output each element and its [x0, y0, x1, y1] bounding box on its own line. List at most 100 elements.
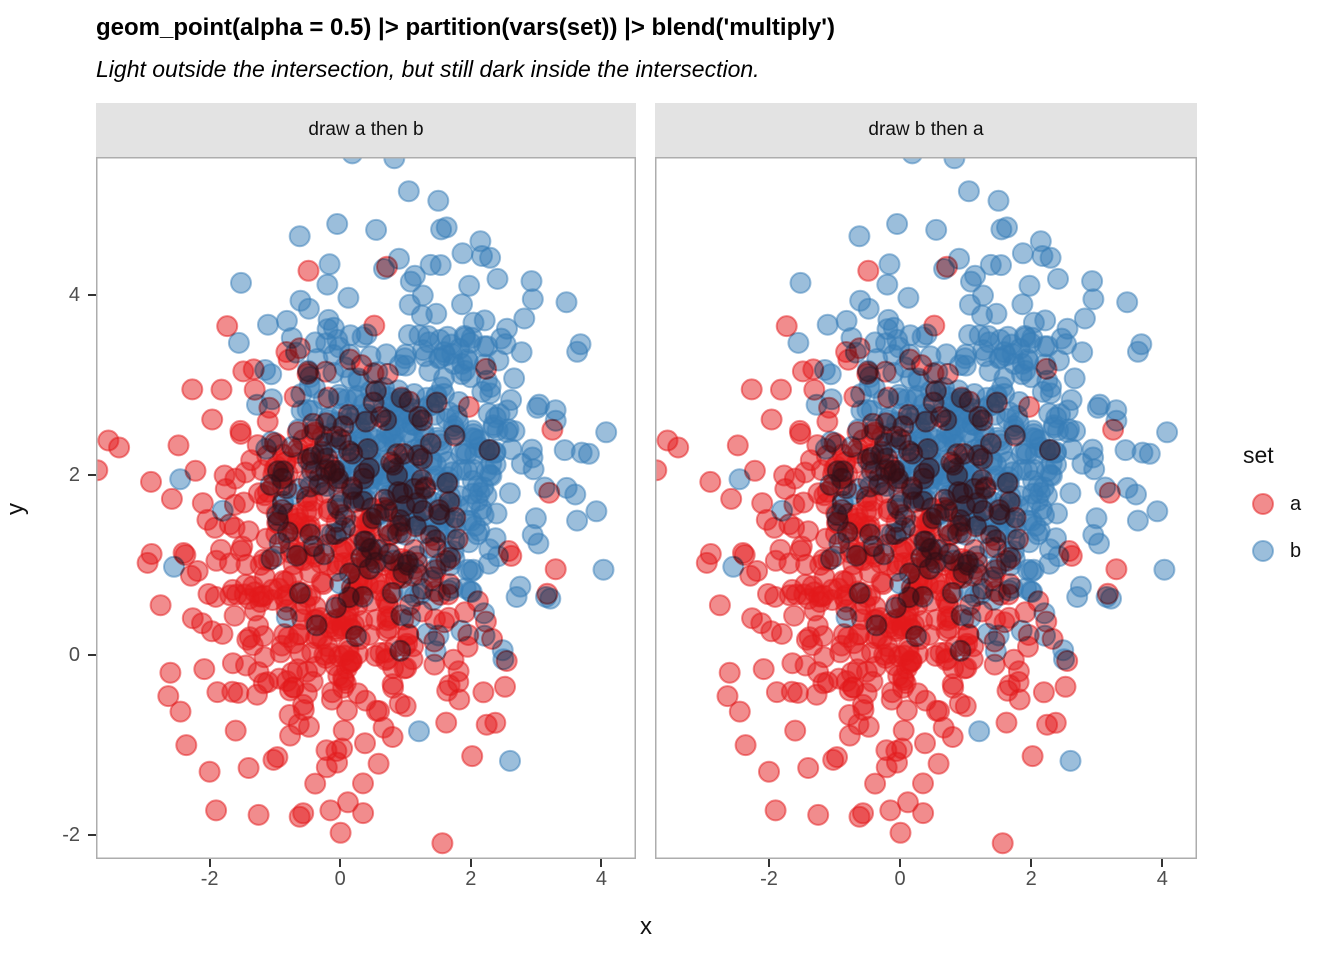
point — [836, 463, 859, 486]
point — [906, 682, 929, 705]
point — [337, 286, 360, 309]
y-axis-title: y — [2, 503, 29, 515]
point — [929, 533, 952, 556]
point — [505, 586, 528, 608]
point — [760, 408, 783, 431]
point — [846, 437, 869, 460]
point — [805, 683, 828, 706]
point — [989, 346, 1012, 369]
y-tick-mark — [88, 653, 96, 656]
point — [352, 772, 374, 795]
y-tick-mark — [88, 473, 96, 476]
point — [450, 458, 473, 481]
point — [279, 724, 302, 747]
point — [216, 315, 239, 338]
point — [277, 626, 300, 649]
point — [181, 607, 204, 630]
point — [539, 587, 562, 610]
point — [983, 630, 1006, 653]
point — [496, 317, 518, 340]
point — [503, 367, 526, 390]
point — [890, 491, 912, 514]
point — [247, 803, 270, 826]
point — [468, 519, 491, 542]
point — [816, 410, 839, 433]
point — [885, 510, 908, 533]
point — [986, 391, 1008, 414]
point — [301, 500, 324, 523]
point — [807, 661, 830, 684]
point — [388, 692, 411, 715]
point — [431, 470, 454, 493]
point — [447, 660, 470, 683]
point — [1007, 528, 1029, 551]
point — [367, 752, 390, 775]
point — [999, 546, 1022, 569]
point — [834, 570, 857, 593]
point — [354, 732, 376, 755]
point — [1082, 288, 1105, 311]
point — [841, 676, 864, 699]
point — [806, 434, 829, 457]
point — [843, 385, 866, 408]
point — [781, 652, 804, 675]
point — [499, 749, 521, 772]
facet-strip-draw-a-then-b: draw a then b — [96, 103, 636, 157]
point — [1105, 558, 1128, 581]
point — [381, 673, 404, 696]
point — [332, 719, 355, 742]
x-tick-mark — [469, 859, 472, 867]
point — [544, 558, 567, 581]
point — [984, 580, 1007, 603]
point — [1038, 439, 1061, 461]
point — [544, 409, 567, 432]
point — [789, 271, 812, 294]
point — [288, 805, 311, 828]
panel-border — [655, 157, 1197, 859]
point — [459, 331, 482, 354]
point — [200, 620, 223, 643]
point — [246, 683, 268, 706]
point — [1035, 357, 1058, 380]
point — [415, 386, 438, 409]
point — [995, 711, 1018, 734]
point — [569, 333, 592, 356]
point — [991, 832, 1014, 855]
point — [521, 523, 544, 546]
point — [435, 711, 458, 734]
point — [299, 523, 322, 546]
point — [864, 772, 887, 795]
point — [783, 604, 806, 627]
point — [1018, 274, 1041, 297]
point — [320, 688, 343, 711]
point — [716, 685, 739, 708]
point — [1126, 509, 1149, 532]
point — [1029, 230, 1052, 253]
point — [1063, 367, 1086, 390]
y-tick-label: 2 — [68, 463, 80, 486]
point — [520, 270, 543, 293]
point — [206, 681, 229, 704]
point — [778, 552, 801, 575]
point — [350, 484, 373, 507]
point — [1017, 635, 1039, 658]
point — [346, 384, 369, 407]
point — [1016, 558, 1039, 581]
point — [382, 549, 405, 572]
point — [993, 367, 1016, 390]
point — [1096, 582, 1119, 605]
point — [260, 388, 283, 411]
point — [996, 472, 1019, 494]
point — [695, 551, 718, 574]
point — [734, 734, 757, 757]
point — [892, 719, 915, 742]
point — [451, 242, 474, 265]
point — [366, 361, 389, 384]
x-tick-mark — [600, 859, 603, 867]
point — [528, 393, 551, 416]
point — [871, 440, 894, 463]
point — [876, 318, 899, 341]
point — [728, 700, 751, 723]
x-tick-mark — [1030, 859, 1033, 867]
point — [97, 429, 120, 452]
